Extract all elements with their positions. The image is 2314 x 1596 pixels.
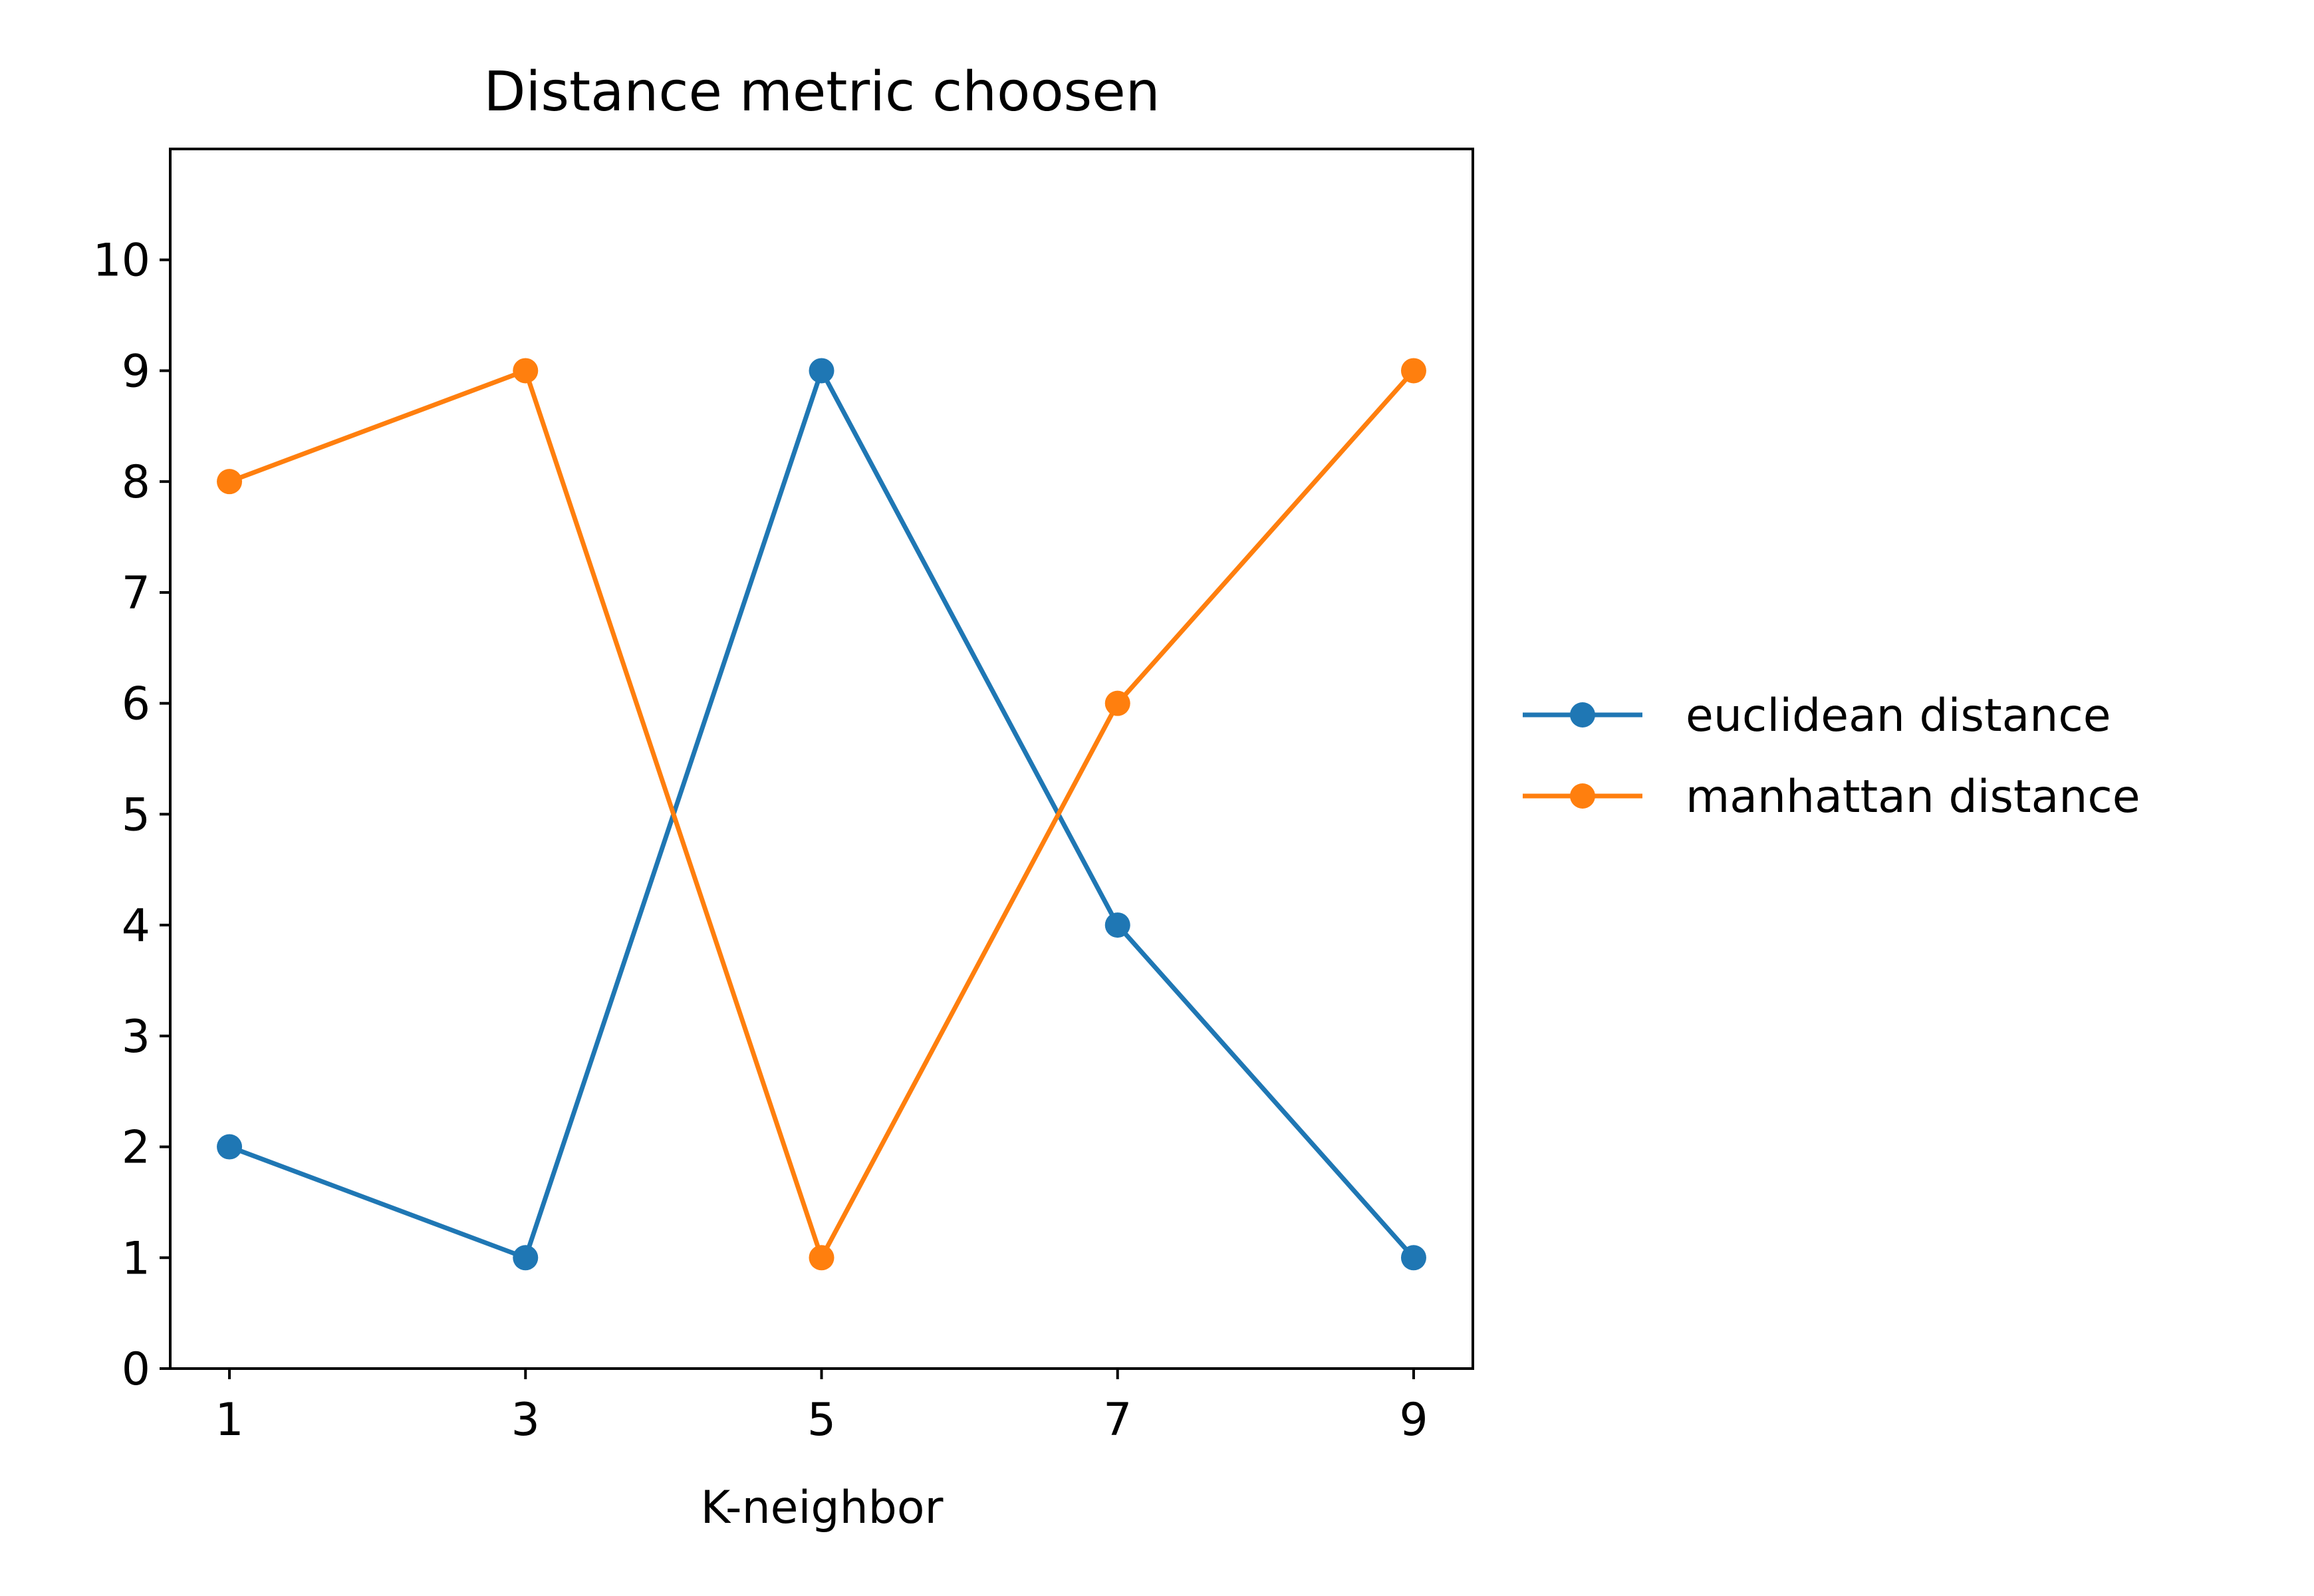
data-point: [1104, 912, 1130, 938]
y-tick-label: 6: [122, 678, 150, 731]
y-tick-label: 10: [92, 235, 150, 287]
chart-title: Distance metric choosen: [483, 61, 1160, 124]
y-tick-label: 0: [122, 1343, 150, 1396]
data-point: [217, 469, 243, 495]
y-tick-label: 5: [122, 789, 150, 841]
y-axis: 0 1 2 3 4 5 6 7 8 9 10: [92, 235, 170, 1396]
data-point: [513, 1245, 539, 1271]
x-tick-label: 7: [1103, 1394, 1132, 1446]
x-tick-label: 3: [511, 1394, 540, 1446]
legend-label: euclidean distance: [1686, 690, 2111, 742]
legend-item: manhattan distance: [1523, 771, 2140, 823]
legend-item: euclidean distance: [1523, 690, 2111, 742]
data-point: [809, 1245, 835, 1271]
legend: euclidean distance manhattan distance: [1523, 690, 2140, 823]
x-tick-label: 1: [215, 1394, 243, 1446]
y-tick-label: 1: [122, 1232, 150, 1285]
x-tick-label: 9: [1399, 1394, 1428, 1446]
series-layer: [217, 358, 1426, 1271]
data-point: [1400, 1245, 1426, 1271]
data-point: [513, 358, 539, 384]
y-tick-label: 2: [122, 1122, 150, 1174]
data-point: [1400, 358, 1426, 384]
legend-marker: [1570, 702, 1595, 728]
legend-marker: [1570, 783, 1595, 809]
data-point: [809, 358, 835, 384]
plot-frame: [169, 148, 1474, 1370]
y-tick-label: 7: [122, 567, 150, 620]
x-tick-label: 5: [807, 1394, 836, 1446]
y-tick-label: 4: [122, 900, 150, 952]
y-tick-label: 9: [122, 345, 150, 398]
series-line: [228, 368, 1416, 1260]
y-tick-label: 3: [122, 1011, 150, 1063]
x-axis: 1 3 5 7 9: [215, 1369, 1428, 1446]
series-0: [217, 358, 1426, 1271]
y-tick-label: 8: [122, 456, 150, 509]
data-point: [1104, 690, 1130, 716]
series-line: [228, 368, 1416, 1260]
x-axis-label: K-neighbor: [701, 1482, 944, 1534]
legend-label: manhattan distance: [1686, 771, 2140, 823]
series-1: [217, 358, 1426, 1271]
data-point: [217, 1134, 243, 1160]
